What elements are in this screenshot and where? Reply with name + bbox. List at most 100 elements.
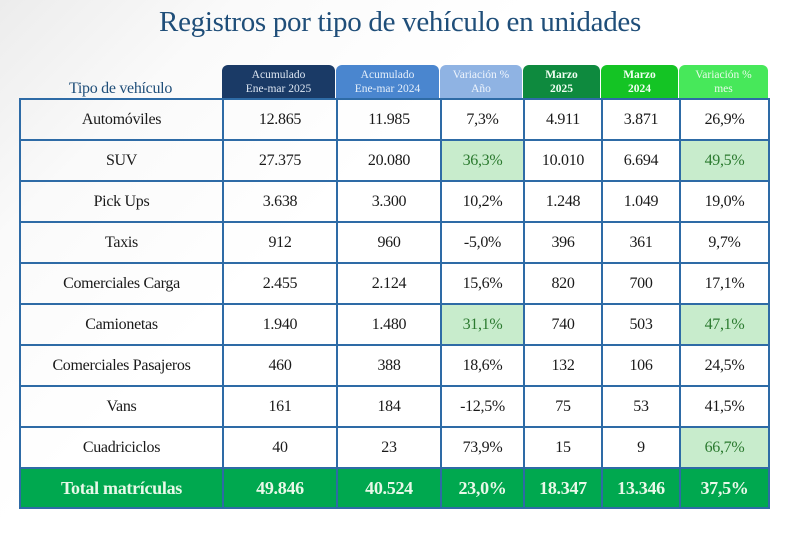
acumulado-2024-cell: 388 — [336, 344, 442, 387]
header-acumulado-2025: Acumulado Ene-mar 2025 — [222, 65, 335, 98]
total-variacion-ano-cell: 23,0% — [440, 467, 525, 509]
variacion-mes-cell: 19,0% — [679, 180, 770, 223]
table-row: Comerciales Carga 2.455 2.124 15,6% 820 700 17… — [19, 262, 770, 305]
table-row: Pick Ups 3.638 3.300 10,2% 1.248 1.049 19,0% — [19, 180, 770, 223]
marzo-2025-cell: 75 — [523, 385, 603, 428]
marzo-2025-cell: 10.010 — [523, 139, 603, 182]
acumulado-2024-cell: 2.124 — [336, 262, 442, 305]
header-line2: 2024 — [628, 83, 651, 95]
acumulado-2024-cell: 960 — [336, 221, 442, 264]
acumulado-2024-cell: 23 — [336, 426, 442, 469]
variacion-mes-cell: 26,9% — [679, 98, 770, 141]
registrations-table: Automóviles 12.865 11.985 7,3% 4.911 3.871 26,… — [19, 98, 770, 509]
header-acumulado-2024: Acumulado Ene-mar 2024 — [336, 65, 439, 98]
table-row: Comerciales Pasajeros 460 388 18,6% 132 106 24… — [19, 344, 770, 387]
marzo-2024-cell: 53 — [601, 385, 681, 428]
table-row: Vans 161 184 -12,5% 75 53 41,5% — [19, 385, 770, 428]
vehicle-type-cell: SUV — [19, 139, 224, 182]
variacion-mes-cell: 24,5% — [679, 344, 770, 387]
header-line2: 2025 — [550, 83, 573, 95]
variacion-mes-cell: 49,5% — [679, 139, 770, 182]
header-line1: Marzo — [623, 69, 656, 81]
table-row: Cuadriciclos 40 23 73,9% 15 9 66,7% — [19, 426, 770, 469]
variacion-ano-cell: 73,9% — [440, 426, 525, 469]
marzo-2024-cell: 361 — [601, 221, 681, 264]
header-line2: Ene-mar 2025 — [245, 83, 312, 95]
table-row: Camionetas 1.940 1.480 31,1% 740 503 47,1% — [19, 303, 770, 346]
header-line1: Variación % — [452, 69, 510, 81]
acumulado-2025-cell: 3.638 — [222, 180, 338, 223]
header-line2: Año — [471, 83, 491, 95]
marzo-2024-cell: 503 — [601, 303, 681, 346]
marzo-2024-cell: 6.694 — [601, 139, 681, 182]
acumulado-2024-cell: 11.985 — [336, 98, 442, 141]
vehicle-type-cell: Camionetas — [19, 303, 224, 346]
total-marzo-2024-cell: 13.346 — [601, 467, 681, 509]
variacion-ano-cell: 18,6% — [440, 344, 525, 387]
variacion-mes-cell: 9,7% — [679, 221, 770, 264]
variacion-ano-cell: 10,2% — [440, 180, 525, 223]
header-line2: Ene-mar 2024 — [354, 83, 421, 95]
header-line1: Acumulado — [251, 69, 306, 81]
acumulado-2025-cell: 40 — [222, 426, 338, 469]
header-variacion-ano: Variación % Año — [440, 65, 522, 98]
acumulado-2025-cell: 460 — [222, 344, 338, 387]
total-variacion-mes-cell: 37,5% — [679, 467, 770, 509]
total-vehicle-type-cell: Total matrículas — [19, 467, 224, 509]
acumulado-2024-cell: 184 — [336, 385, 442, 428]
variacion-ano-cell: 36,3% — [440, 139, 525, 182]
vehicle-type-cell: Taxis — [19, 221, 224, 264]
header-variacion-mes: Variación % mes — [679, 65, 768, 98]
acumulado-2025-cell: 912 — [222, 221, 338, 264]
vehicle-type-cell: Cuadriciclos — [19, 426, 224, 469]
row-header-label: Tipo de vehículo — [68, 80, 173, 97]
vehicle-type-cell: Pick Ups — [19, 180, 224, 223]
header-marzo-2024: Marzo 2024 — [601, 65, 678, 98]
variacion-ano-cell: -12,5% — [440, 385, 525, 428]
acumulado-2025-cell: 27.375 — [222, 139, 338, 182]
acumulado-2025-cell: 2.455 — [222, 262, 338, 305]
acumulado-2024-cell: 3.300 — [336, 180, 442, 223]
marzo-2025-cell: 1.248 — [523, 180, 603, 223]
total-acumulado-2024-cell: 40.524 — [336, 467, 442, 509]
acumulado-2024-cell: 1.480 — [336, 303, 442, 346]
marzo-2024-cell: 3.871 — [601, 98, 681, 141]
variacion-mes-cell: 66,7% — [679, 426, 770, 469]
marzo-2025-cell: 740 — [523, 303, 603, 346]
vehicle-type-cell: Comerciales Pasajeros — [19, 344, 224, 387]
variacion-ano-cell: 31,1% — [440, 303, 525, 346]
marzo-2024-cell: 9 — [601, 426, 681, 469]
marzo-2024-cell: 700 — [601, 262, 681, 305]
marzo-2025-cell: 820 — [523, 262, 603, 305]
variacion-mes-cell: 41,5% — [679, 385, 770, 428]
header-line1: Acumulado — [360, 69, 415, 81]
page-title: Registros por tipo de vehículo en unidad… — [159, 6, 641, 38]
total-acumulado-2025-cell: 49.846 — [222, 467, 338, 509]
marzo-2025-cell: 15 — [523, 426, 603, 469]
header-line2: mes — [714, 83, 733, 95]
table-row: Automóviles 12.865 11.985 7,3% 4.911 3.871 26,… — [19, 98, 770, 141]
variacion-ano-cell: 15,6% — [440, 262, 525, 305]
table-row: SUV 27.375 20.080 36,3% 10.010 6.694 49,5% — [19, 139, 770, 182]
table-row: Taxis 912 960 -5,0% 396 361 9,7% — [19, 221, 770, 264]
marzo-2024-cell: 1.049 — [601, 180, 681, 223]
marzo-2025-cell: 396 — [523, 221, 603, 264]
acumulado-2024-cell: 20.080 — [336, 139, 442, 182]
marzo-2024-cell: 106 — [601, 344, 681, 387]
acumulado-2025-cell: 1.940 — [222, 303, 338, 346]
marzo-2025-cell: 132 — [523, 344, 603, 387]
variacion-mes-cell: 17,1% — [679, 262, 770, 305]
acumulado-2025-cell: 12.865 — [222, 98, 338, 141]
acumulado-2025-cell: 161 — [222, 385, 338, 428]
variacion-ano-cell: 7,3% — [440, 98, 525, 141]
header-line1: Variación % — [695, 69, 752, 81]
header-line1: Marzo — [545, 69, 578, 81]
variacion-mes-cell: 47,1% — [679, 303, 770, 346]
vehicle-type-cell: Comerciales Carga — [19, 262, 224, 305]
total-marzo-2025-cell: 18.347 — [523, 467, 603, 509]
vehicle-type-cell: Vans — [19, 385, 224, 428]
marzo-2025-cell: 4.911 — [523, 98, 603, 141]
variacion-ano-cell: -5,0% — [440, 221, 525, 264]
vehicle-type-cell: Automóviles — [19, 98, 224, 141]
total-row: Total matrículas 49.846 40.524 23,0% 18.347 1… — [19, 467, 770, 509]
